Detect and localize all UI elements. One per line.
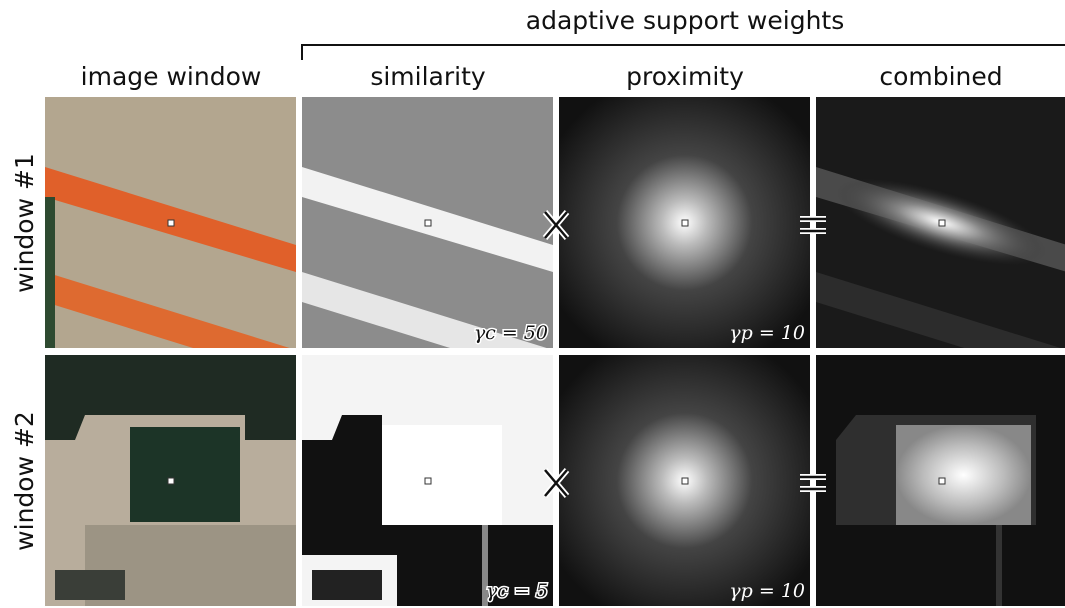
image-cell — [45, 355, 296, 606]
column-header: image window — [81, 62, 262, 91]
image-cell — [45, 97, 296, 380]
bracket — [302, 45, 1065, 60]
group-title: adaptive support weights — [526, 6, 845, 35]
row-label: window #1 — [10, 153, 39, 293]
combined-cell — [816, 97, 1065, 380]
annotation: γc = 50 — [474, 322, 548, 344]
annotation: γp = 10 — [729, 580, 805, 602]
proximity-cell — [559, 355, 810, 606]
proximity-cell — [559, 97, 810, 348]
column-header: combined — [879, 62, 1002, 91]
column-header: proximity — [626, 62, 744, 91]
annotation: γp = 10 — [729, 322, 805, 344]
row-label: window #2 — [10, 411, 39, 551]
similarity-cell — [302, 355, 553, 606]
annotation: γc = 5 — [486, 580, 548, 602]
column-header: similarity — [370, 62, 486, 91]
combined-cell — [816, 355, 1065, 606]
figure: adaptive support weights image window si… — [0, 0, 1065, 608]
